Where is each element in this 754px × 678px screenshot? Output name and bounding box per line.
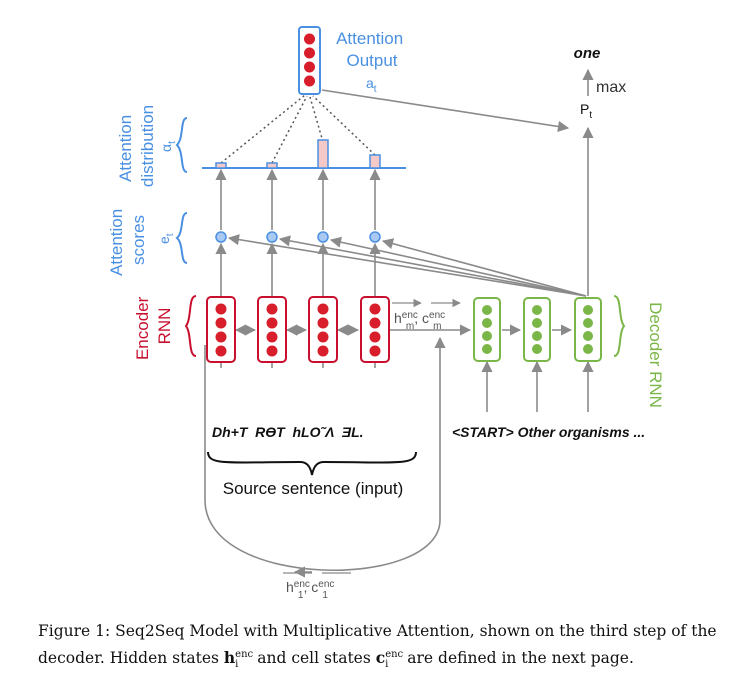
figure-caption: Figure 1: Seq2Seq Model with Multiplicat…	[38, 619, 728, 677]
braces	[175, 117, 626, 476]
decoder-brace	[613, 295, 626, 357]
caption-h-sub: i	[235, 659, 239, 671]
h-enc-1-label: henc 1, cenc 1	[286, 579, 334, 600]
score-node	[369, 231, 381, 243]
encoder-label: Encoder RNN	[133, 292, 174, 360]
caption-c-sup: enc	[385, 649, 404, 660]
attention-weight-lines	[220, 94, 376, 164]
distribution-brace	[175, 117, 188, 173]
distribution-bar	[266, 162, 278, 169]
attention-output-label-line1: Attention	[336, 29, 403, 48]
encoder-cells	[206, 296, 390, 363]
decoder-label: Decoder RNN	[646, 302, 665, 408]
max-label: max	[596, 79, 626, 96]
score-node	[215, 231, 227, 243]
target-words: <START> Other organisms ...	[452, 424, 645, 440]
scores-brace	[175, 212, 188, 264]
source-brace	[207, 451, 417, 476]
attention-distribution-var: αt	[158, 141, 178, 152]
caption-middle: and cell states	[252, 649, 376, 668]
caption-prefix: Figure 1: Seq2Seq Model with Multiplicat…	[38, 622, 717, 668]
attention-scores-var: et	[156, 233, 176, 244]
score-node	[317, 231, 329, 243]
source-words: Dh+T RƟT hLO˜Λ ƎL.	[212, 424, 364, 440]
distribution-bar	[317, 139, 329, 169]
encoder-cell	[206, 296, 236, 363]
encoder-cell	[257, 296, 287, 363]
attention-output-cell	[298, 26, 321, 95]
caption-h-symbol: h	[223, 648, 236, 668]
distribution-bar	[369, 154, 381, 169]
encoder-brace	[184, 295, 197, 357]
decoder-cell	[473, 297, 501, 362]
source-sentence-label: Source sentence (input)	[223, 479, 404, 498]
decoder-cell	[523, 297, 551, 362]
encoder-cell	[360, 296, 390, 363]
decoder-cell	[574, 297, 602, 362]
caption-c-symbol: c	[375, 648, 386, 668]
decoder-cells	[473, 297, 602, 362]
attention-output-label: Attention Output	[336, 29, 408, 70]
caption-c-sub: i	[385, 659, 389, 671]
attention-output-var: at	[366, 75, 377, 95]
caption-suffix: are defined in the next page.	[402, 649, 634, 668]
attention-scores-label: Attention scores	[107, 204, 148, 276]
connector-lines	[204, 68, 594, 578]
distribution-bar	[215, 162, 227, 169]
attention-output-label-line2: Output	[346, 51, 397, 70]
labels: Attention Output at Attention distributi…	[107, 29, 665, 600]
caption-h-sup: enc	[235, 649, 254, 660]
encoder-cell	[308, 296, 338, 363]
score-node	[266, 231, 278, 243]
attention-distribution	[202, 139, 406, 169]
h-enc-m-label: henc m, cenc m	[394, 310, 445, 332]
p-label: Pt	[580, 101, 592, 121]
seq2seq-attention-diagram: Attention Output at Attention distributi…	[107, 26, 665, 600]
attention-distribution-label: Attention distribution	[116, 105, 157, 187]
output-word: one	[574, 45, 601, 62]
attention-scores	[215, 231, 381, 243]
